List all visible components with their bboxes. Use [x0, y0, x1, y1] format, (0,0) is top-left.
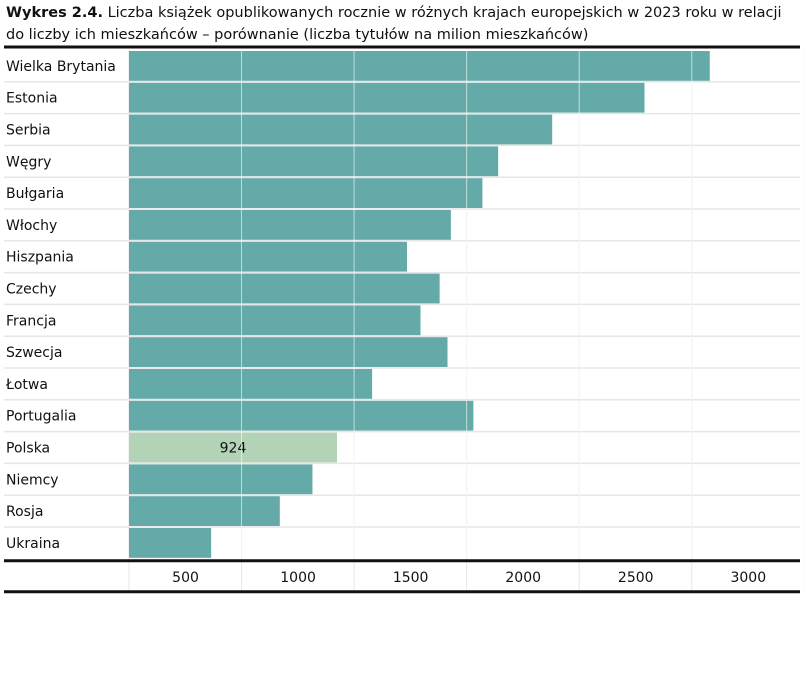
bar: [129, 432, 337, 463]
bar: [129, 305, 421, 336]
category-label: Ukraina: [6, 536, 60, 552]
bar: [129, 369, 373, 399]
category-label: Węgry: [6, 154, 51, 170]
bar: [129, 528, 212, 558]
x-tick-label: 3000: [730, 570, 766, 586]
category-label: Hiszpania: [6, 250, 74, 266]
data-label: 924: [220, 441, 247, 457]
bar: [129, 178, 483, 208]
x-tick-label: 1500: [393, 570, 429, 586]
bar: [129, 464, 313, 495]
category-label: Estonia: [6, 91, 58, 107]
category-label: Łotwa: [5, 377, 48, 393]
category-label: Niemcy: [6, 472, 59, 488]
bar: [129, 114, 553, 145]
bar: [129, 337, 448, 367]
bar: [129, 146, 499, 177]
category-label: Francja: [6, 313, 56, 329]
category-label: Bułgaria: [6, 186, 64, 202]
category-label: Wielka Brytania: [6, 59, 116, 75]
bar: [129, 273, 440, 304]
x-tick-label: 2500: [618, 570, 654, 586]
category-label: Portugalia: [6, 409, 76, 425]
category-label: Czechy: [6, 282, 57, 298]
bar: [129, 496, 280, 526]
bar: [129, 241, 407, 272]
chart-title: Wykres 2.4. Liczba książek opublikowanyc…: [6, 2, 801, 46]
category-label: Rosja: [6, 504, 43, 520]
title-prefix: Wykres 2.4.: [6, 5, 103, 21]
bar: [129, 51, 710, 81]
category-label: Włochy: [6, 218, 57, 234]
x-tick-label: 1000: [280, 570, 316, 586]
x-tick-label: 500: [172, 570, 199, 586]
category-label: Serbia: [6, 123, 51, 139]
category-label: Szwecja: [6, 345, 62, 361]
x-tick-label: 2000: [505, 570, 541, 586]
bar: [129, 400, 474, 431]
title-text: Liczba książek opublikowanych rocznie w …: [6, 5, 782, 43]
bar: [129, 210, 451, 240]
category-label: Polska: [6, 441, 50, 457]
bar: [129, 82, 645, 113]
